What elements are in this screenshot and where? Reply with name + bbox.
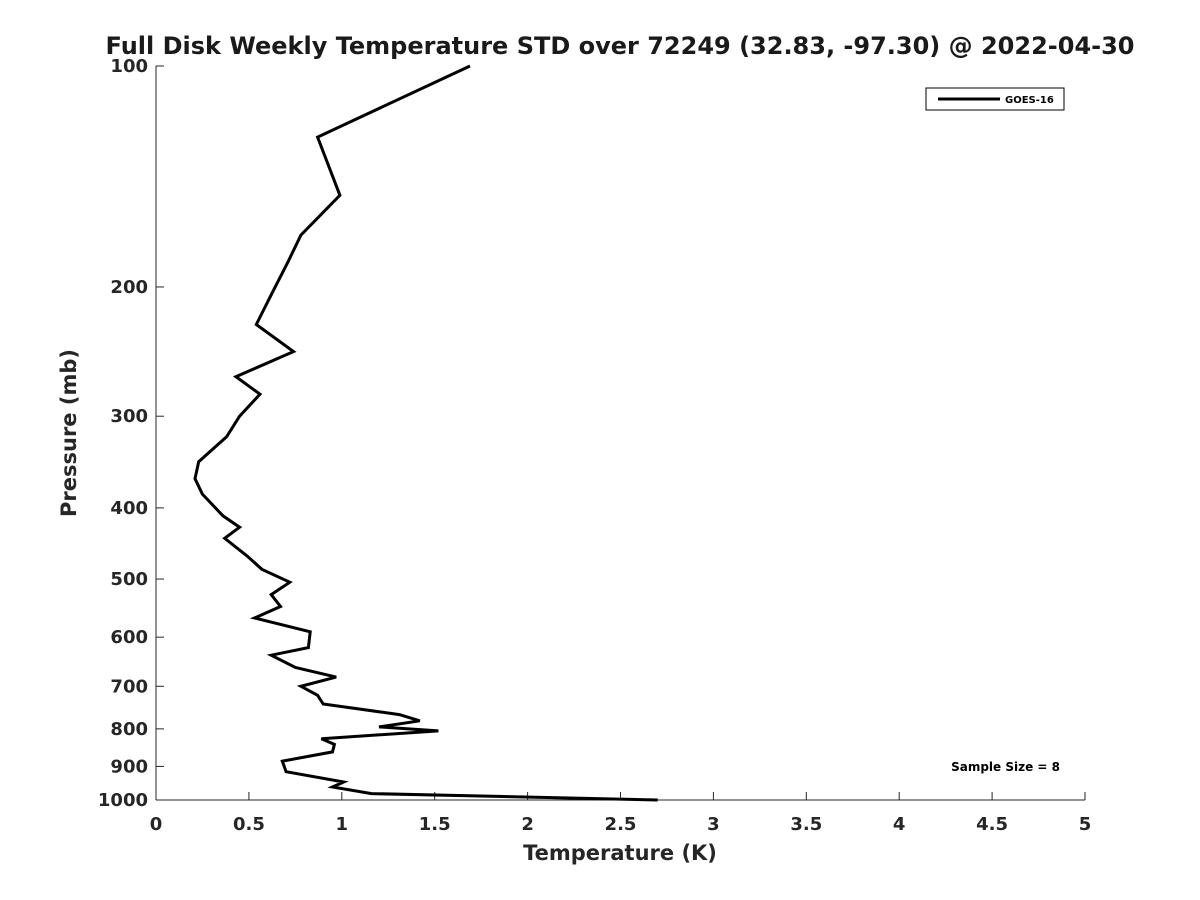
x-tick-label: 2 [521, 814, 534, 835]
y-tick-label: 400 [110, 498, 148, 519]
sample-size-annotation: Sample Size = 8 [951, 760, 1060, 774]
x-tick-label: 0 [150, 814, 163, 835]
x-tick-label: 0.5 [233, 814, 265, 835]
x-axis-label: Temperature (K) [523, 841, 717, 865]
y-tick-label: 300 [110, 406, 148, 427]
x-tick-label: 3 [707, 814, 720, 835]
y-tick-label: 700 [110, 676, 148, 697]
y-axis-label: Pressure (mb) [57, 349, 81, 517]
y-tick-label: 800 [110, 719, 148, 740]
y-tick-label: 200 [110, 277, 148, 298]
series-line-goes-16 [193, 64, 658, 802]
x-tick-label: 4 [893, 814, 906, 835]
x-tick-label: 2.5 [605, 814, 637, 835]
x-tick-label: 4.5 [976, 814, 1008, 835]
x-tick-label: 3.5 [790, 814, 822, 835]
y-tick-label: 900 [110, 756, 148, 777]
x-tick-label: 5 [1079, 814, 1092, 835]
x-tick-label: 1 [336, 814, 349, 835]
y-tick-label: 500 [110, 569, 148, 590]
y-tick-label: 600 [110, 627, 148, 648]
y-tick-label: 100 [110, 56, 148, 77]
legend-label-goes-16: GOES-16 [1005, 95, 1054, 106]
plot-area: 0 0.5 1 1.5 2 2.5 3 3.5 4 4.5 5 100 200 300 400 500 600 7… [98, 56, 1091, 835]
chart-title: Full Disk Weekly Temperature STD over 72… [106, 32, 1135, 60]
x-tick-label: 1.5 [419, 814, 451, 835]
legend: GOES-16 [925, 87, 1065, 111]
y-tick-label: 1000 [98, 790, 148, 811]
